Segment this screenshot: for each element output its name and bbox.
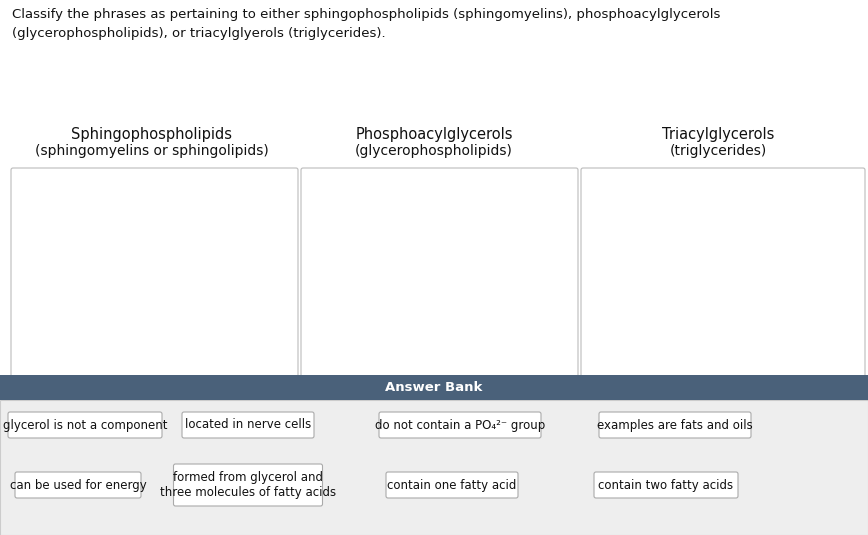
Text: contain one fatty acid: contain one fatty acid [387,478,516,492]
Text: (glycerophospholipids): (glycerophospholipids) [355,144,513,158]
Text: can be used for energy: can be used for energy [10,478,147,492]
Text: formed from glycerol and
three molecules of fatty acids: formed from glycerol and three molecules… [160,471,336,499]
Text: (triglycerides): (triglycerides) [669,144,766,158]
Text: located in nerve cells: located in nerve cells [185,418,311,432]
Text: Triacylglycerols: Triacylglycerols [661,127,774,142]
Text: Classify the phrases as pertaining to either sphingophospholipids (sphingomyelin: Classify the phrases as pertaining to ei… [12,8,720,40]
Text: Answer Bank: Answer Bank [385,381,483,394]
Text: do not contain a PO₄²⁻ group: do not contain a PO₄²⁻ group [375,418,545,432]
FancyBboxPatch shape [386,472,518,498]
Text: contain two fatty acids: contain two fatty acids [598,478,733,492]
FancyBboxPatch shape [0,400,868,535]
FancyBboxPatch shape [594,472,738,498]
FancyBboxPatch shape [15,472,141,498]
FancyBboxPatch shape [301,168,578,377]
Text: Phosphoacylglycerols: Phosphoacylglycerols [355,127,513,142]
FancyBboxPatch shape [182,412,314,438]
Text: (sphingomyelins or sphingolipids): (sphingomyelins or sphingolipids) [35,144,269,158]
Text: glycerol is not a component: glycerol is not a component [3,418,168,432]
FancyBboxPatch shape [11,168,298,377]
FancyBboxPatch shape [174,464,323,506]
FancyBboxPatch shape [379,412,541,438]
FancyBboxPatch shape [8,412,162,438]
FancyBboxPatch shape [581,168,865,377]
FancyBboxPatch shape [0,375,868,400]
Text: examples are fats and oils: examples are fats and oils [597,418,753,432]
FancyBboxPatch shape [599,412,751,438]
Text: Sphingophospholipids: Sphingophospholipids [71,127,233,142]
